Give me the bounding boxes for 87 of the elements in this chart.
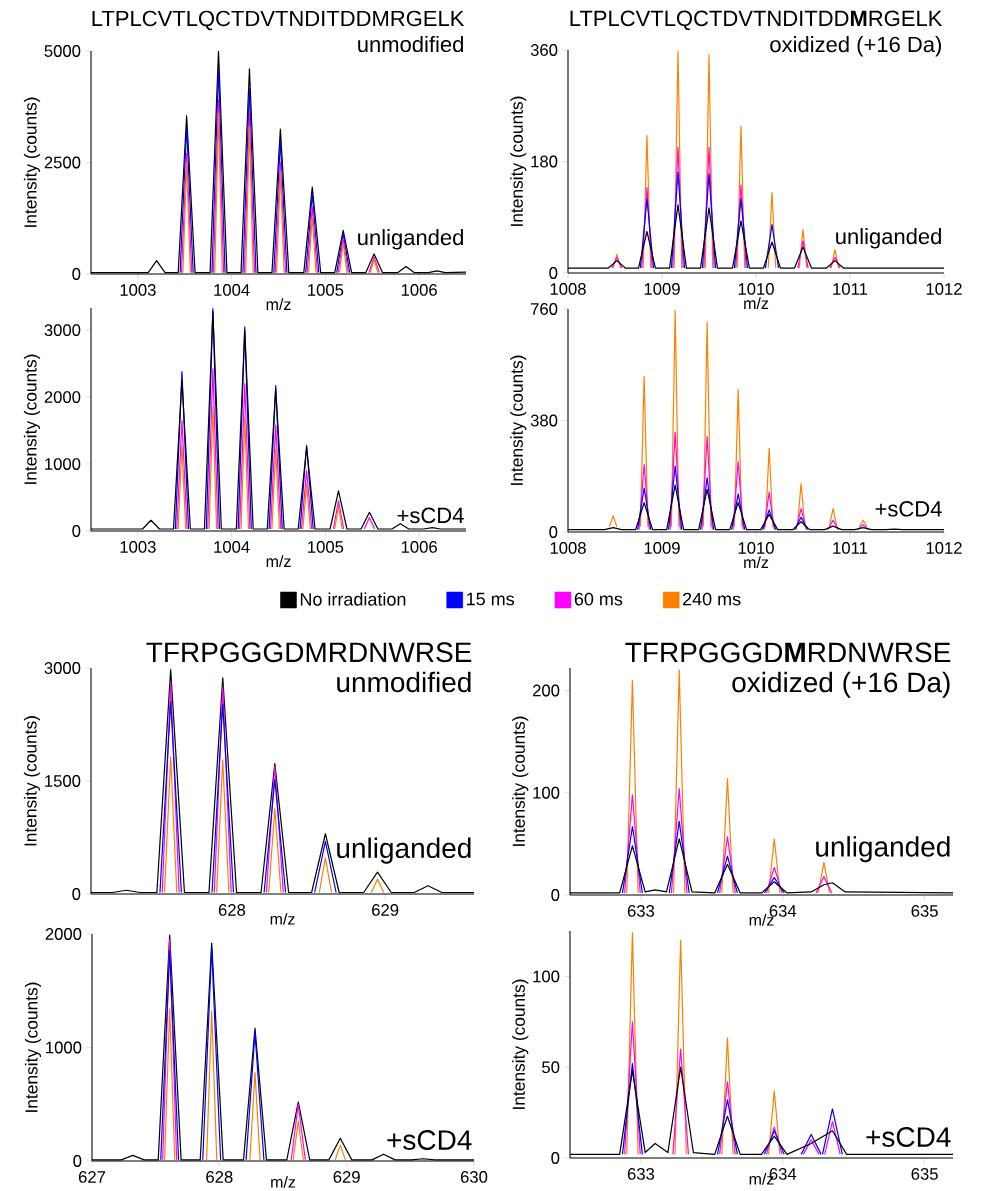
x-tick-label: 630 [460, 1171, 488, 1183]
y-tick-label: 0 [549, 526, 558, 538]
chart-subtitle: oxidized (+16 Da) [732, 671, 950, 698]
chart-title: LTPLCVTLQCTDVTNDITDDMRGELK [570, 10, 943, 31]
y-tick-label: 380 [530, 414, 558, 427]
chart-subtitle: unmodified [337, 671, 471, 693]
y-tick-label: 100 [533, 786, 560, 799]
annotation: +sCD4 [387, 1130, 472, 1150]
x-tick-label: 1004 [214, 541, 250, 553]
y-axis-title: Intensity (counts) [510, 355, 527, 485]
y-axis-title: Intensity (counts) [24, 982, 42, 1112]
x-tick-label: 1009 [644, 283, 680, 295]
x-tick-label: 627 [78, 1171, 106, 1183]
y-axis-title: Intensity (counts) [510, 96, 527, 226]
x-tick-label: 1011 [833, 283, 868, 295]
x-tick-label: 633 [627, 1168, 655, 1180]
y-tick-label: 0 [72, 888, 81, 900]
annotation: +sCD4 [866, 1127, 951, 1147]
y-tick-label: 3000 [44, 662, 81, 674]
y-axis-title: Intensity (counts) [512, 979, 529, 1109]
y-tick-label: 1000 [45, 458, 81, 470]
x-tick-label: 1006 [401, 284, 437, 296]
y-tick-label: 2000 [45, 928, 82, 940]
chart-title: LTPLCVTLQCTDVTNDITDDMRGELK [92, 10, 465, 31]
chart-subtitle: oxidized (+16 Da) [770, 36, 941, 57]
y-tick-label: 200 [532, 684, 560, 697]
x-tick-label: 1010 [738, 283, 774, 295]
y-axis-title: Intensity (counts) [23, 716, 41, 846]
x-tick-label: 1003 [120, 541, 156, 553]
x-tick-label: 629 [333, 1171, 360, 1183]
chart-title: TFRPGGGDMRDNWRSE [625, 642, 951, 663]
legend-label: 60 ms [574, 592, 623, 606]
x-tick-label: 633 [627, 905, 655, 917]
y-tick-label: 760 [531, 303, 558, 315]
x-axis-title: m/z [271, 1176, 296, 1188]
y-tick-label: 2500 [44, 156, 81, 169]
x-tick-label: 635 [911, 1168, 938, 1180]
x-axis-title: m/z [266, 555, 291, 568]
y-tick-label: 5000 [44, 45, 81, 57]
y-tick-label: 0 [549, 267, 558, 279]
y-tick-label: 0 [73, 1155, 82, 1167]
legend-label: 240 ms [683, 592, 741, 606]
annotation: unliganded [816, 836, 950, 863]
x-axis-title: m/z [744, 556, 769, 569]
y-axis-title: Intensity (counts) [512, 716, 529, 846]
x-tick-label: 1006 [401, 541, 437, 553]
annotation: +sCD4 [397, 507, 464, 524]
annotation: unliganded [337, 837, 471, 864]
y-tick-label: 1000 [46, 1041, 82, 1054]
x-tick-label: 1010 [738, 542, 774, 554]
y-tick-label: 50 [542, 1061, 560, 1074]
y-tick-label: 0 [551, 889, 560, 901]
x-tick-label: 1008 [550, 283, 586, 295]
y-tick-label: 180 [531, 155, 558, 168]
annotation: unliganded [836, 228, 941, 249]
y-tick-label: 0 [551, 1152, 560, 1164]
x-tick-label: 1012 [926, 283, 962, 295]
x-tick-label: 1009 [644, 542, 680, 554]
legend-label: No irradiation [300, 592, 406, 606]
annotation: unliganded [358, 229, 463, 250]
x-tick-label: 628 [206, 1171, 233, 1183]
y-tick-label: 100 [533, 970, 560, 983]
annotation: +sCD4 [875, 501, 942, 517]
x-tick-label: 635 [911, 905, 938, 917]
x-tick-label: 1011 [833, 542, 868, 554]
x-tick-label: 1003 [120, 284, 156, 296]
x-axis-title: m/z [744, 297, 769, 310]
x-tick-label: 1008 [550, 542, 586, 554]
x-tick-label: 1012 [926, 542, 962, 554]
x-tick-label: 628 [218, 904, 246, 916]
x-tick-label: 629 [372, 904, 399, 916]
chart-subtitle: unmodified [358, 35, 463, 53]
x-tick-label: 1004 [214, 284, 250, 296]
chart-title: TFRPGGGDMRDNWRSE [146, 642, 472, 663]
x-tick-label: 1005 [308, 284, 344, 296]
y-tick-label: 2000 [44, 391, 81, 403]
y-axis-title: Intensity (counts) [23, 354, 41, 484]
x-axis-title: m/z [266, 298, 291, 311]
y-tick-label: 1500 [45, 775, 81, 787]
x-axis-title: m/z [270, 913, 295, 925]
y-axis-title: Intensity (counts) [23, 97, 41, 227]
legend-label: 15 ms [467, 592, 515, 606]
y-tick-label: 3000 [44, 324, 81, 337]
y-tick-label: 360 [530, 44, 558, 56]
x-tick-label: 1005 [308, 541, 344, 553]
y-tick-label: 0 [72, 525, 81, 537]
y-tick-label: 0 [72, 268, 81, 280]
